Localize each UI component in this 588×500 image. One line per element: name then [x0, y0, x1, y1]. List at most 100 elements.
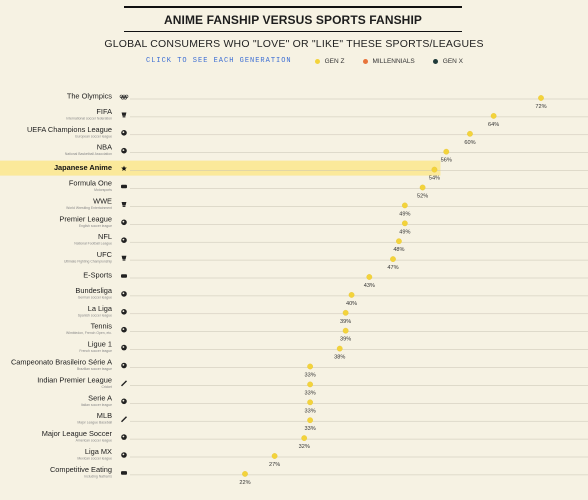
data-point-premier-league	[401, 220, 408, 227]
legend: CLICK TO SEE EACH GENERATION GEN Z MILLE…	[146, 55, 481, 67]
basketball-icon	[121, 147, 127, 154]
category-label-competitive-eating: Competitive Eating	[50, 465, 112, 474]
value-label-ligue-1: 38%	[334, 355, 345, 361]
category-label-fifa: FIFA	[96, 107, 112, 116]
highlight-band-japanese-anime	[0, 160, 441, 176]
category-label-the-olympics: The Olympics	[67, 92, 112, 101]
controller-icon	[121, 274, 127, 278]
legend-millennials[interactable]: MILLENNIALS	[362, 57, 415, 65]
legend-gen-x-dot	[432, 58, 438, 64]
category-label-indian-premier-league: Indian Premier League	[37, 375, 112, 384]
data-point-campeonato-brasileiro-s-rie-a	[307, 363, 313, 370]
value-label-mlb: 33%	[305, 426, 316, 432]
legend-millennials-dot	[362, 58, 368, 64]
data-point-bundesliga	[348, 292, 355, 298]
category-label-nba: NBA	[97, 143, 112, 152]
tennis-ball-icon	[121, 326, 127, 333]
category-label-tennis: Tennis	[91, 322, 113, 331]
legend-gen-x-label: GEN X	[442, 57, 464, 65]
soccer-ball-icon	[121, 452, 127, 458]
value-label-liga-mx: 27%	[269, 462, 280, 468]
category-label-major-league-soccer: Major League Soccer	[42, 429, 113, 438]
soccer-ball-icon	[121, 362, 127, 369]
category-sublabel-tennis: Wimbledon, French Open, etc.	[66, 331, 112, 335]
value-label-nfl: 48%	[393, 247, 404, 253]
value-label-campeonato-brasileiro-s-rie-a: 33%	[305, 373, 316, 379]
data-point-liga-mx	[271, 453, 278, 459]
soccer-ball-icon	[121, 291, 127, 297]
value-label-bundesliga: 40%	[346, 301, 357, 307]
category-label-e-sports: E-Sports	[83, 271, 112, 280]
wrestler-icon	[121, 202, 127, 207]
category-sublabel-nfl: National Football League	[74, 242, 112, 246]
data-point-mlb	[307, 417, 313, 424]
soccer-ball-icon	[121, 398, 127, 405]
category-sublabel-la-liga: Spanish soccer league	[78, 313, 112, 317]
soccer-ball-icon	[121, 434, 127, 440]
category-sublabel-major-league-soccer: American soccer league	[76, 439, 112, 443]
value-label-serie-a: 33%	[305, 408, 316, 414]
category-label-premier-league: Premier League	[59, 214, 112, 223]
category-sublabel-bundesliga: German soccer league	[78, 295, 112, 299]
data-point-japanese-anime	[431, 166, 438, 173]
data-point-wwe	[401, 202, 408, 209]
data-point-ufc	[390, 256, 396, 262]
value-label-fifa: 64%	[488, 122, 499, 128]
data-point-uefa-champions-league	[467, 130, 473, 137]
data-point-indian-premier-league	[307, 381, 313, 388]
chart-title: ANIME FANSHIP VERSUS SPORTS FANSHIP	[124, 6, 462, 32]
glove-icon	[121, 255, 127, 261]
category-sublabel-fifa: International soccer federation	[66, 116, 112, 120]
value-label-indian-premier-league: 33%	[305, 390, 316, 396]
category-label-serie-a: Serie A	[88, 393, 112, 402]
category-sublabel-premier-league: English soccer league	[79, 224, 112, 228]
category-label-ufc: UFC	[97, 250, 113, 259]
value-label-tennis: 39%	[340, 337, 351, 343]
burger-icon	[121, 471, 127, 475]
category-label-campeonato-brasileiro-s-rie-a: Campeonato Brasileiro Série A	[11, 358, 112, 367]
see-each-generation-link[interactable]: CLICK TO SEE EACH GENERATION	[146, 57, 292, 65]
legend-gen-z-label: GEN Z	[324, 57, 345, 65]
category-sublabel-campeonato-brasileiro-s-rie-a: Brazilian soccer league	[77, 367, 112, 371]
category-sublabel-liga-mx: Mexican soccer league	[77, 457, 112, 461]
category-sublabel-mlb: Major League Baseball	[77, 421, 112, 425]
data-point-tennis	[342, 327, 349, 334]
value-label-wwe: 49%	[399, 211, 410, 217]
ball-icon	[121, 130, 127, 136]
category-label-uefa-champions-league: UEFA Champions League	[27, 125, 112, 134]
value-label-la-liga: 39%	[340, 319, 351, 325]
value-label-formula-one: 52%	[417, 194, 428, 200]
category-label-wwe: WWE	[93, 196, 112, 205]
legend-gen-z[interactable]: GEN Z	[314, 57, 345, 65]
data-point-nfl	[396, 238, 402, 245]
star-icon	[121, 165, 127, 172]
olympic-rings-icon	[119, 94, 129, 100]
data-point-formula-one	[419, 184, 426, 191]
trophy-icon	[121, 112, 127, 118]
category-label-mlb: MLB	[97, 411, 112, 420]
category-sublabel-competitive-eating: Including Nathan's	[84, 474, 112, 478]
chart-subtitle: GLOBAL CONSUMERS WHO "LOVE" OR "LIKE" TH…	[104, 38, 484, 50]
data-point-fifa	[490, 113, 497, 119]
soccer-ball-icon	[121, 219, 127, 226]
data-point-nba	[443, 148, 450, 155]
category-sublabel-ufc: Ultimate Fighting Championship	[64, 260, 112, 264]
data-point-e-sports	[366, 274, 373, 280]
legend-gen-x[interactable]: GEN X	[432, 57, 464, 65]
data-point-the-olympics	[538, 95, 544, 101]
value-label-japanese-anime: 54%	[429, 176, 440, 182]
value-label-the-olympics: 72%	[535, 104, 546, 110]
data-point-la-liga	[342, 309, 349, 316]
category-label-liga-mx: Liga MX	[85, 447, 112, 456]
category-sublabel-indian-premier-league: Cricket	[101, 385, 112, 389]
legend-millennials-label: MILLENNIALS	[372, 57, 415, 65]
data-point-ligue-1	[336, 345, 343, 352]
category-sublabel-wwe: World Wrestling Entertainment	[66, 206, 112, 210]
value-label-nba: 56%	[441, 158, 452, 164]
category-sublabel-serie-a: Italian soccer league	[81, 403, 112, 407]
category-label-nfl: NFL	[98, 232, 112, 241]
value-label-uefa-champions-league: 60%	[464, 140, 475, 146]
data-point-major-league-soccer	[301, 435, 308, 441]
soccer-ball-icon	[121, 309, 127, 315]
